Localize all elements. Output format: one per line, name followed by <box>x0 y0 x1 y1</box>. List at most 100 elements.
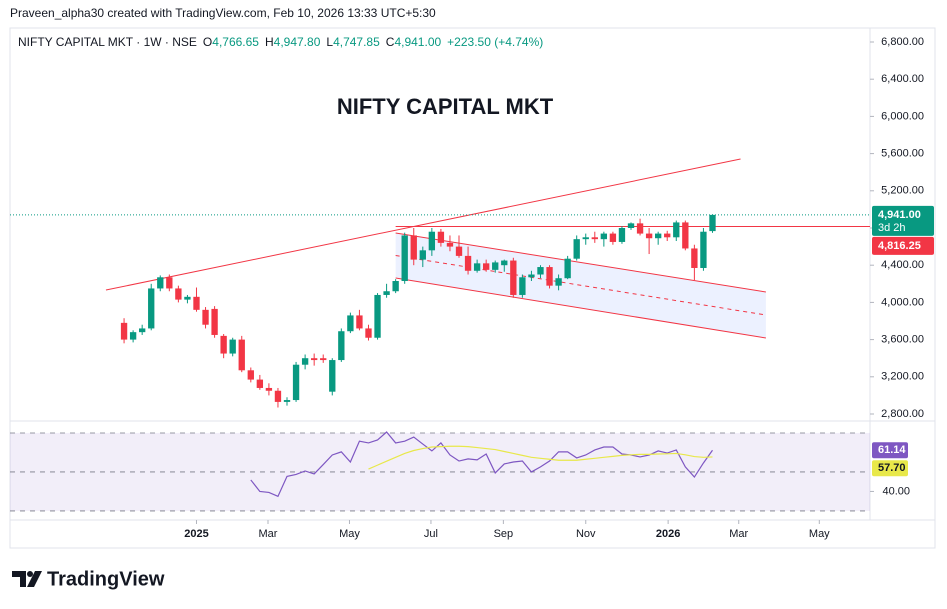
candle <box>464 246 472 275</box>
candle-body <box>709 214 716 232</box>
candle <box>184 294 191 304</box>
candle <box>627 222 635 230</box>
y-tick-label: 5,200.00 <box>881 185 924 197</box>
candle <box>618 226 626 244</box>
rsi-tag-label: 61.14 <box>878 444 906 456</box>
candle-body <box>492 262 499 270</box>
candle <box>483 259 490 272</box>
candle <box>311 353 318 366</box>
channel-lower <box>395 277 766 339</box>
candle <box>492 260 499 273</box>
candle <box>501 259 508 272</box>
candle <box>329 358 336 396</box>
candle <box>700 227 707 271</box>
attribution: Praveen_alpha30 created with TradingView… <box>10 6 436 20</box>
rsi-tag <box>872 442 908 459</box>
candle <box>301 354 309 370</box>
candle-body <box>455 246 463 256</box>
candle-body <box>292 364 300 401</box>
candle-body <box>392 281 399 292</box>
candle <box>655 231 662 245</box>
x-tick-label: Mar <box>259 528 278 540</box>
ohlc-value: 4,766.65 <box>212 35 259 49</box>
candle <box>247 367 254 383</box>
ohlc-label: L <box>326 35 334 49</box>
rsi-line <box>250 431 713 498</box>
candle <box>338 328 345 362</box>
y-tick-label: 4,400.00 <box>881 259 924 271</box>
candle-body <box>537 267 544 275</box>
y-tick-label: 3,600.00 <box>881 334 924 346</box>
candle <box>609 231 617 245</box>
rsi-tag-label: 57.70 <box>878 462 906 474</box>
candle <box>320 354 327 363</box>
candle-body <box>645 233 653 239</box>
y-tick-label: 2,800.00 <box>881 408 924 420</box>
candle-body <box>691 248 698 268</box>
y-tick-label: 6,800.00 <box>881 36 924 48</box>
candle-body <box>673 222 680 238</box>
x-tick-label: Nov <box>576 528 596 540</box>
candle-body <box>555 278 562 286</box>
candle <box>292 361 300 402</box>
symbol: NIFTY CAPITAL MKT · 1W · NSE <box>18 35 197 49</box>
candle-body <box>473 263 481 271</box>
x-tick-label: May <box>809 528 830 540</box>
chart-frame <box>9 27 936 549</box>
brand-name: TradingView <box>47 568 165 590</box>
x-tick-label: 2026 <box>656 528 680 540</box>
ohlc-label: H <box>264 35 274 49</box>
candle <box>473 259 481 273</box>
candle <box>682 220 689 251</box>
y-tick-label: 4,000.00 <box>881 296 924 308</box>
rsi-tag <box>872 460 908 477</box>
y-tick-label: 5,600.00 <box>881 148 924 160</box>
candle <box>120 318 128 344</box>
candle <box>202 307 209 329</box>
candle-body <box>519 277 526 295</box>
candle <box>392 279 399 294</box>
candle <box>437 228 445 247</box>
candle-body <box>274 390 282 402</box>
x-tick-label: Sep <box>494 528 514 540</box>
candle-body <box>211 308 218 335</box>
y-tick-label: 3,200.00 <box>881 371 924 383</box>
candle-body <box>510 260 517 295</box>
candle <box>229 337 236 357</box>
candle-body <box>283 400 291 402</box>
x-tick-label: Mar <box>729 528 748 540</box>
candle-body <box>139 328 146 333</box>
candle-body <box>655 233 662 239</box>
candle <box>365 324 372 341</box>
candle <box>193 287 200 312</box>
x-tick-label: 2025 <box>184 528 208 540</box>
candle <box>166 274 173 292</box>
y-tick-label: 40.00 <box>882 485 910 497</box>
candle-body <box>329 360 336 392</box>
candle <box>129 330 137 343</box>
candle-body <box>636 223 644 234</box>
brand-logo <box>12 571 42 587</box>
candle <box>455 235 463 258</box>
candle <box>564 255 571 280</box>
candle-body <box>148 288 155 329</box>
candle <box>673 220 680 242</box>
ohlc-value: 4,947.80 <box>273 35 321 49</box>
candle <box>175 285 182 303</box>
ohlc-value: 4,941.00 <box>394 35 442 49</box>
candle-body <box>356 315 363 329</box>
ohlc-label: C <box>385 35 395 49</box>
candle-body <box>582 237 589 240</box>
candle-body <box>238 339 245 371</box>
candle-body <box>220 335 227 354</box>
candle-body <box>193 296 200 310</box>
candle <box>383 283 390 298</box>
candle-body <box>528 274 535 278</box>
candle <box>238 335 245 373</box>
countdown-label: 3d 2h <box>878 222 906 234</box>
candle <box>709 214 716 233</box>
x-tick-label: Jul <box>424 528 438 540</box>
candle-body <box>247 370 254 380</box>
candle-body <box>401 235 408 282</box>
